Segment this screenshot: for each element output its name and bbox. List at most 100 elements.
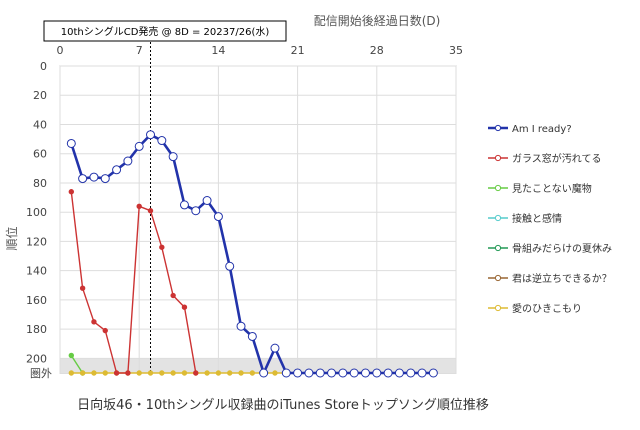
data-point [113, 370, 120, 376]
y-tick-label: 0 [40, 60, 47, 73]
data-point [89, 172, 99, 182]
legend-item: 接触と感情 [488, 212, 562, 225]
y-tick-label: 180 [26, 323, 47, 336]
legend-label: 愛のひきこもり [512, 302, 582, 315]
legend-label: 接触と感情 [512, 212, 562, 225]
out-of-rank-band [60, 358, 456, 373]
release-annotation-box [43, 20, 287, 42]
legend-swatch-marker [494, 184, 502, 192]
data-point [247, 331, 257, 341]
y-tick-label: 80 [33, 177, 47, 190]
legend-label: 見たことない魔物 [512, 182, 592, 195]
data-point [202, 195, 212, 205]
legend-label: 君は逆立ちできるか？ [512, 272, 612, 285]
x-tick-label: 0 [57, 44, 64, 57]
legend-item: Am I ready? [488, 124, 572, 135]
x-tick-labels: 0 7 14 21 28 35 [57, 44, 464, 57]
data-point [159, 370, 165, 376]
data-point [304, 368, 314, 378]
y-tick-label: 20 [33, 89, 47, 102]
legend-item: 愛のひきこもり [488, 302, 582, 315]
data-point [259, 368, 269, 378]
series-layer [66, 130, 438, 378]
legend-swatch-marker [494, 214, 502, 222]
data-point [159, 244, 165, 250]
data-point [181, 370, 188, 376]
data-point [79, 370, 86, 376]
x-tick-label: 35 [449, 44, 463, 57]
data-point [78, 174, 88, 184]
data-point [102, 327, 108, 334]
data-point [315, 368, 325, 378]
data-point [360, 368, 370, 378]
y-tick-label: 140 [26, 265, 47, 278]
data-point [102, 370, 108, 376]
x-tick-label: 21 [291, 44, 305, 57]
data-point [168, 152, 178, 162]
data-point [136, 370, 142, 376]
data-point [100, 174, 110, 184]
data-point [136, 203, 142, 210]
data-point [170, 370, 176, 376]
legend-label: ガラス窓が汚れてる [512, 152, 602, 165]
series-0 [66, 130, 438, 378]
data-point [68, 370, 75, 376]
data-point [79, 285, 86, 291]
data-point [91, 319, 97, 325]
legend-swatch-marker [494, 274, 502, 282]
legend-item: ガラス窓が汚れてる [488, 152, 602, 165]
data-point [227, 370, 233, 376]
y-tick-labels: 0 20 40 60 80 100 120 140 160 180 200 [26, 60, 47, 365]
data-point [406, 368, 416, 378]
data-point [125, 370, 131, 376]
data-point [417, 368, 427, 378]
legend-swatch-marker [494, 124, 502, 132]
y-tick-label: 160 [26, 294, 47, 307]
data-point [179, 200, 189, 210]
legend-item: 君は逆立ちできるか？ [488, 272, 612, 285]
legend-label: Am I ready? [512, 124, 572, 135]
data-point [327, 368, 337, 378]
data-point [270, 343, 280, 353]
x-tick-label: 28 [370, 44, 384, 57]
y-tick-label: 120 [26, 235, 47, 248]
series-line [70, 355, 84, 374]
data-point [249, 370, 256, 376]
series-1 [68, 189, 199, 376]
data-point [383, 368, 393, 378]
data-point [213, 212, 223, 222]
y-axis-title: 順位 [4, 226, 19, 250]
data-point [338, 368, 348, 378]
plot-area [59, 65, 457, 374]
data-point [112, 165, 122, 175]
data-point [394, 368, 404, 378]
y-tick-label: 100 [26, 206, 47, 219]
legend-swatch-marker [494, 304, 502, 312]
y-tick-label: 60 [33, 148, 47, 161]
grid [59, 65, 457, 373]
legend: Am I ready? ガラス窓が汚れてる見たことない魔物接触と感情骨組みだらけの… [488, 124, 612, 315]
x-tick-label: 7 [136, 44, 143, 57]
x-axis-title: 配信開始後経過日数(D) [314, 13, 441, 28]
y-tick-label: 40 [33, 118, 47, 131]
data-point [123, 156, 133, 166]
data-point [236, 321, 246, 331]
data-point [170, 292, 176, 299]
data-point [215, 370, 222, 376]
data-point [428, 368, 438, 378]
data-point [157, 136, 167, 146]
data-point [349, 368, 359, 378]
data-point [68, 352, 75, 359]
out-of-rank-label: 圏外 [30, 367, 52, 380]
data-point [147, 370, 154, 376]
data-point [191, 206, 201, 216]
data-point [272, 370, 278, 376]
data-point [238, 370, 244, 376]
data-point [66, 138, 76, 148]
data-point [68, 189, 75, 195]
data-point [225, 261, 235, 271]
data-point [193, 370, 199, 376]
data-point [281, 368, 291, 378]
legend-swatch-marker [494, 244, 502, 252]
